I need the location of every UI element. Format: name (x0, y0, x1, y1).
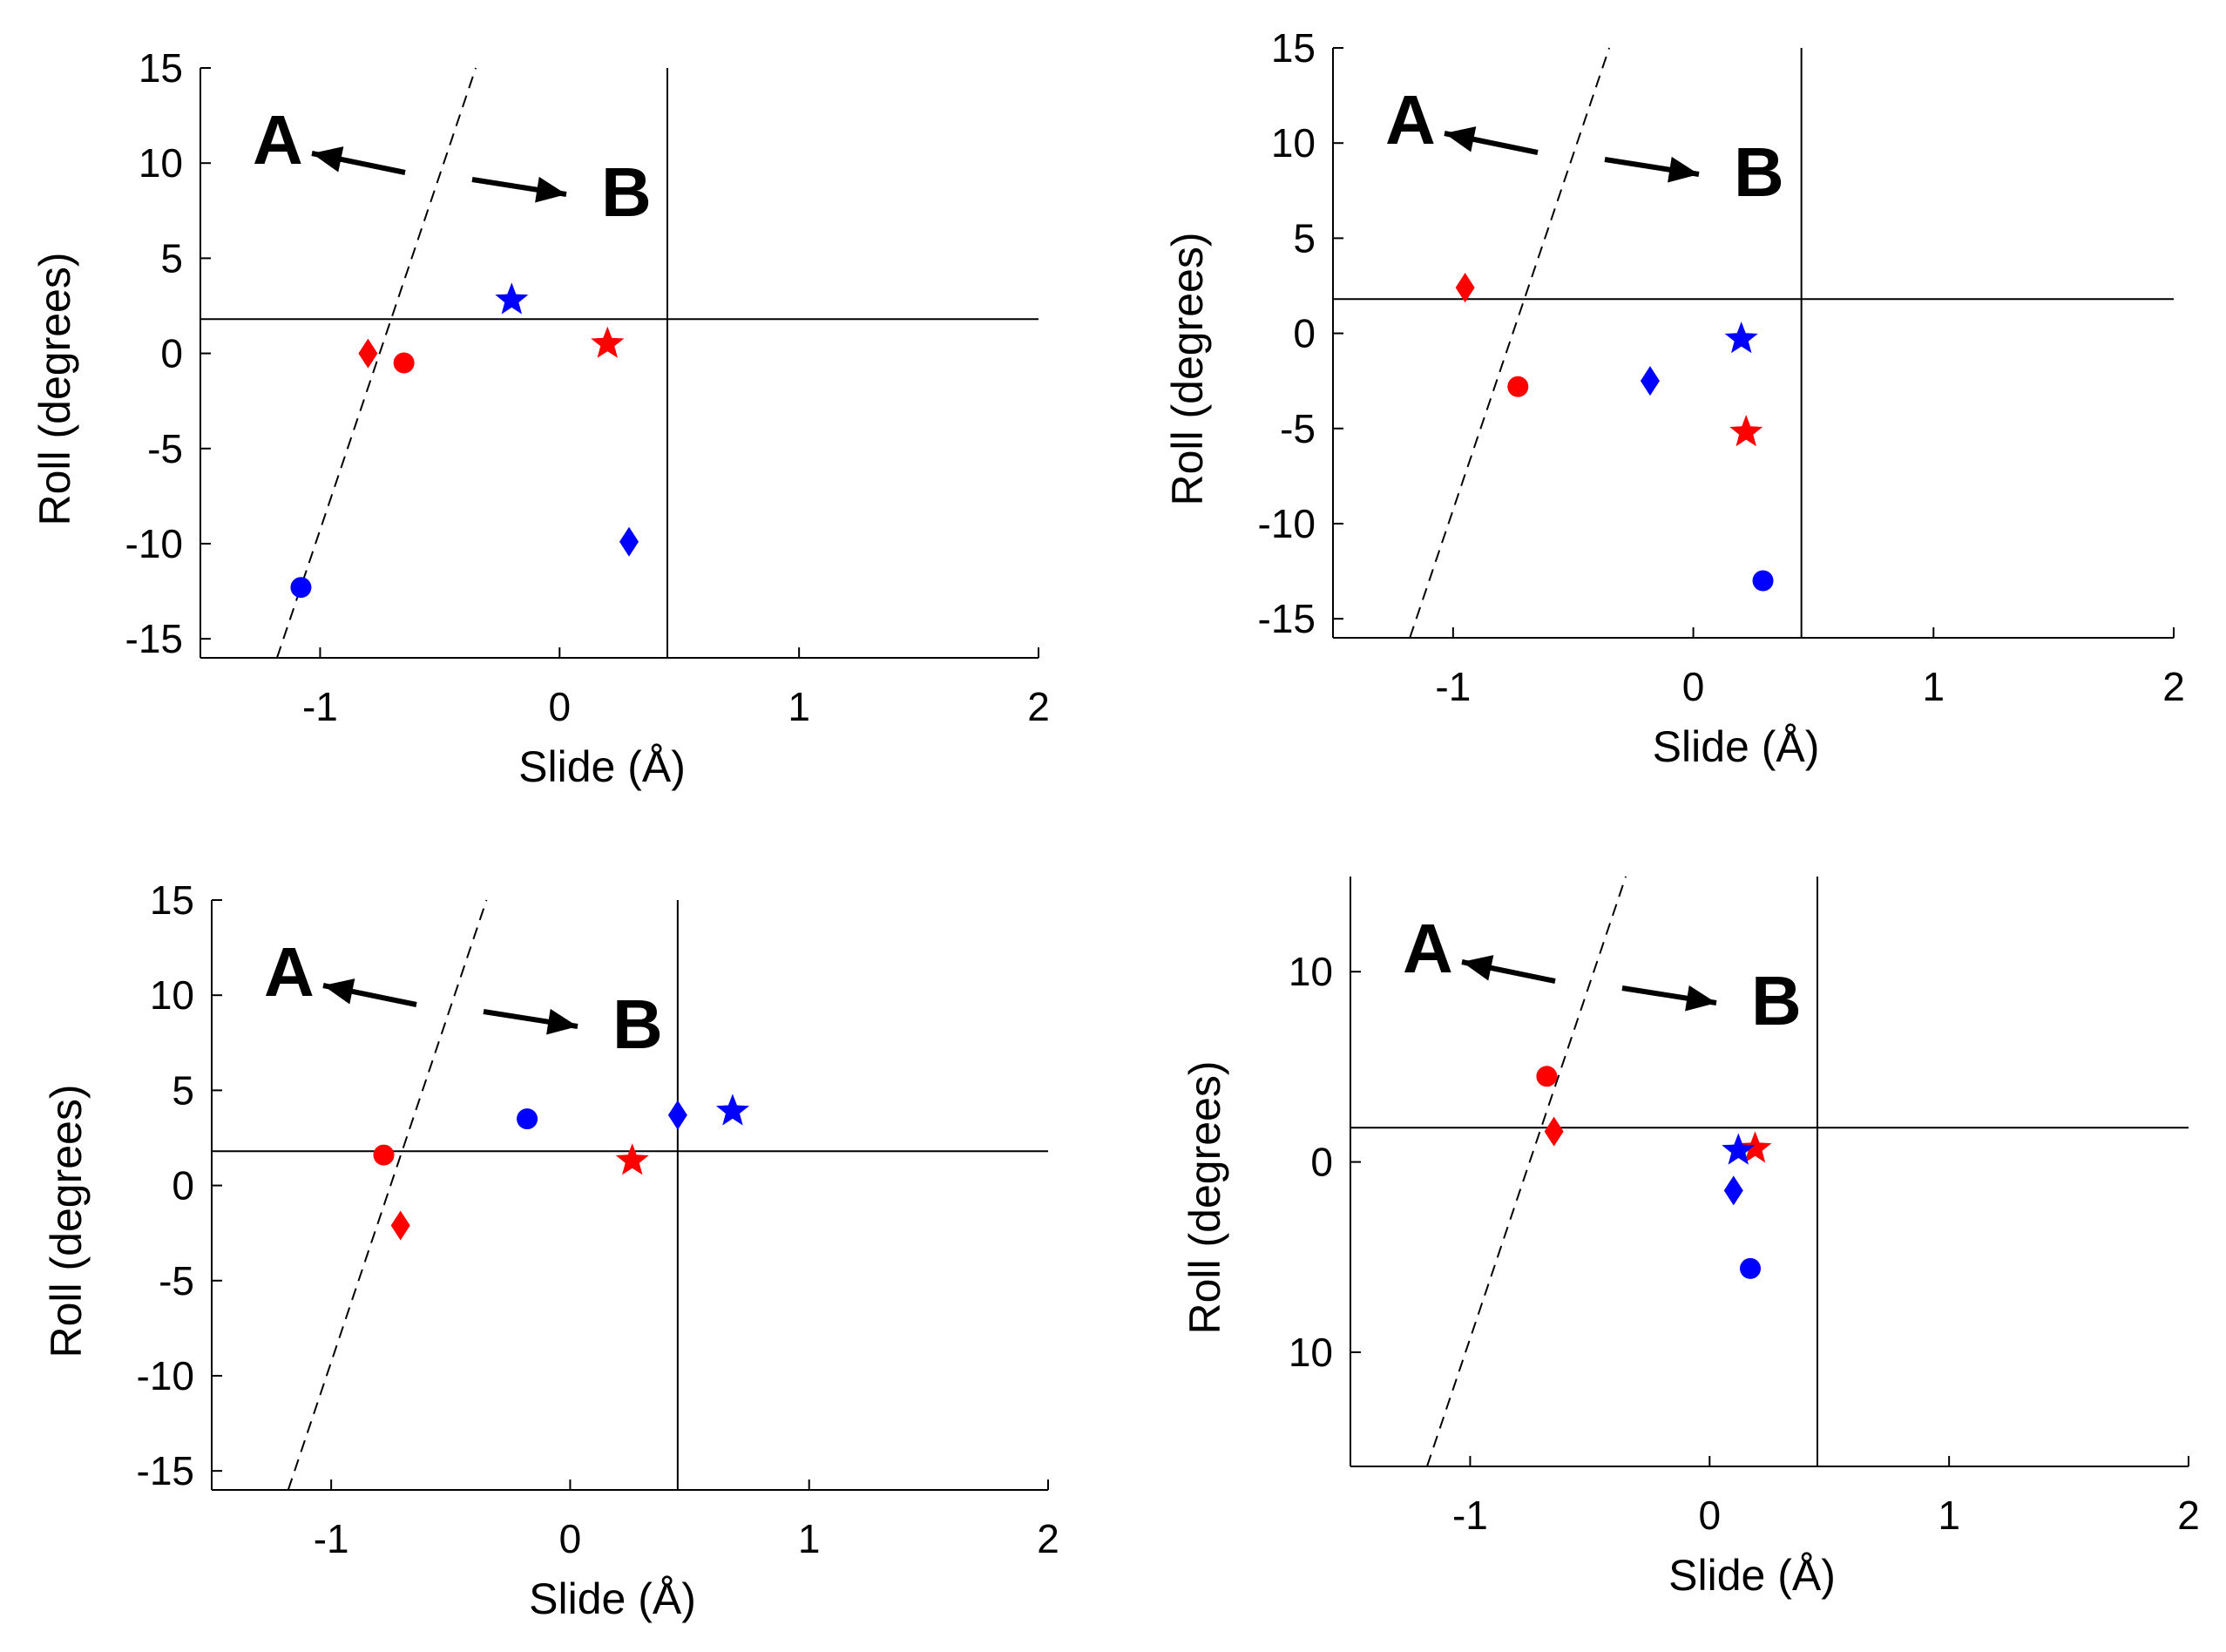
y-axis-label: Roll (degrees) (30, 252, 79, 525)
y-axis-label: Roll (degrees) (1181, 1060, 1229, 1334)
x-tick-label: 2 (1037, 1516, 1059, 1561)
y-tick-label: 10 (150, 972, 194, 1018)
region-a-label: A (1385, 81, 1436, 159)
arrow-to-b-head (1685, 985, 1716, 1012)
x-tick-label: -1 (1452, 1493, 1488, 1538)
data-point-blue-diamond (619, 526, 639, 557)
data-point-blue-circle (1752, 570, 1774, 592)
data-point-red-star (615, 1143, 649, 1175)
y-tick-label: -10 (1258, 501, 1316, 546)
y-tick-label: -5 (147, 426, 183, 471)
y-tick-label: -5 (1280, 406, 1316, 451)
y-tick-label: -10 (125, 521, 183, 566)
y-tick-label: 10 (139, 140, 183, 186)
y-tick-label: -15 (125, 616, 183, 661)
x-tick-label: 1 (1922, 664, 1945, 709)
x-tick-label: 1 (788, 684, 810, 729)
data-point-blue-diamond (1640, 366, 1660, 396)
x-tick-label: -1 (314, 1516, 349, 1561)
x-axis-label: Slide (Å) (1668, 1551, 1836, 1600)
data-point-red-star (591, 326, 625, 358)
region-a-label: A (1403, 910, 1453, 987)
x-tick-label: -1 (1435, 664, 1471, 709)
x-tick-label: 0 (559, 1516, 582, 1561)
data-point-red-star (1729, 415, 1763, 447)
y-tick-label: 0 (1310, 1140, 1333, 1185)
y-tick-label: 15 (150, 877, 194, 923)
dashed-boundary-line (1426, 876, 1627, 1467)
data-point-blue-star (715, 1093, 749, 1126)
arrow-to-a-head (323, 978, 355, 1005)
data-point-red-diamond (390, 1210, 410, 1241)
data-point-blue-circle (1740, 1257, 1762, 1279)
arrow-to-a-head (1445, 126, 1477, 152)
y-axis-label: Roll (degrees) (1163, 232, 1212, 505)
x-tick-label: 0 (1682, 664, 1705, 709)
y-tick-label: 0 (172, 1163, 194, 1209)
x-tick-label: 2 (2177, 1493, 2200, 1538)
y-tick-label: -15 (1258, 596, 1316, 641)
x-tick-label: -1 (302, 684, 338, 729)
data-point-blue-diamond (667, 1100, 687, 1130)
y-tick-label: 5 (1293, 215, 1316, 261)
data-point-red-diamond (1544, 1116, 1564, 1147)
region-b-label: B (612, 985, 663, 1063)
x-axis-label: Slide (Å) (529, 1574, 696, 1623)
data-point-red-circle (1536, 1066, 1558, 1087)
data-point-blue-star (1724, 322, 1758, 354)
arrow-to-a-head (1462, 955, 1494, 981)
data-point-red-circle (393, 352, 415, 374)
y-tick-label: 5 (160, 235, 183, 281)
data-point-blue-circle (517, 1108, 538, 1130)
x-tick-label: 2 (2162, 664, 2185, 709)
y-tick-label: -15 (137, 1448, 194, 1493)
data-point-blue-star (1722, 1133, 1756, 1165)
region-b-label: B (1751, 962, 1802, 1039)
data-point-red-circle (1507, 376, 1529, 397)
data-point-red-circle (373, 1144, 395, 1166)
data-point-red-star (1738, 1131, 1772, 1163)
x-tick-label: 0 (1698, 1493, 1721, 1538)
x-tick-label: 1 (1938, 1493, 1960, 1538)
x-axis-label: Slide (Å) (518, 742, 686, 791)
data-point-blue-diamond (1723, 1175, 1743, 1206)
arrow-to-b-head (1668, 156, 1699, 183)
y-tick-label: 10 (1289, 949, 1333, 994)
y-tick-label: 10 (1289, 1330, 1333, 1375)
y-tick-label: 15 (1271, 25, 1316, 71)
data-point-blue-star (495, 282, 529, 315)
x-tick-label: 0 (548, 684, 571, 729)
dashed-boundary-line (287, 899, 488, 1491)
y-tick-label: -10 (137, 1353, 194, 1398)
data-point-red-diamond (358, 338, 378, 369)
x-tick-label: 2 (1027, 684, 1050, 729)
y-tick-label: 5 (172, 1067, 194, 1113)
region-a-label: A (264, 933, 315, 1011)
y-tick-label: 0 (160, 331, 183, 376)
dashed-boundary-line (1409, 47, 1611, 639)
y-axis-label: Roll (degrees) (42, 1084, 91, 1357)
data-point-red-diamond (1455, 273, 1475, 303)
x-axis-label: Slide (Å) (1653, 722, 1820, 771)
arrow-to-a-head (312, 146, 344, 173)
y-tick-label: 15 (139, 45, 183, 91)
chart-panel-bottom-right: -1 0 1 2 10 0 10 Slide (Å) Roll (degrees) A B (1181, 876, 2200, 1600)
region-b-label: B (601, 153, 652, 231)
data-point-blue-circle (290, 577, 312, 599)
region-b-label: B (1734, 133, 1784, 211)
y-tick-label: -5 (159, 1258, 194, 1303)
arrow-to-b-head (546, 1008, 578, 1035)
y-tick-label: 0 (1293, 311, 1316, 356)
y-tick-label: 10 (1271, 120, 1316, 166)
region-a-label: A (253, 101, 303, 179)
dashed-boundary-line (276, 67, 477, 659)
arrow-to-b-head (535, 176, 566, 203)
x-tick-label: 1 (798, 1516, 821, 1561)
